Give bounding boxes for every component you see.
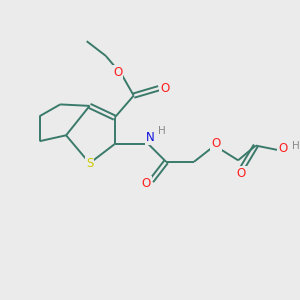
Text: O: O <box>113 66 122 79</box>
Text: O: O <box>212 137 221 150</box>
Text: O: O <box>142 177 151 190</box>
Text: N: N <box>146 131 155 144</box>
Text: H: H <box>292 142 299 152</box>
Text: O: O <box>236 167 246 180</box>
Text: O: O <box>278 142 288 155</box>
Text: O: O <box>160 82 169 95</box>
Text: S: S <box>86 157 93 170</box>
Text: H: H <box>158 126 166 136</box>
